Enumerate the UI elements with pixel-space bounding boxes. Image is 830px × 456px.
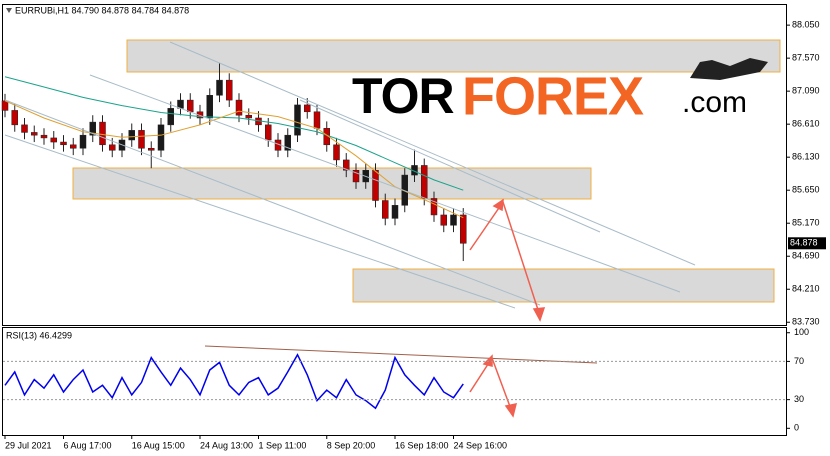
x-tick-label: 6 Aug 17:00 (64, 440, 112, 450)
candle-body (128, 130, 135, 141)
y-tick-label: 87.090 (792, 86, 820, 96)
trendline (169, 41, 696, 266)
chart-title: EURRUBi,H1 84.790 84.878 84.784 84.878 (15, 5, 189, 15)
candle-body (421, 165, 428, 199)
trendline (299, 99, 601, 233)
candle-body (235, 99, 243, 116)
y-tick-label: 87.570 (792, 53, 820, 63)
x-tick-label: 24 Aug 13:00 (200, 440, 253, 450)
candle-body (187, 99, 194, 113)
candle-body (31, 132, 38, 136)
y-tick-label: 88.050 (792, 20, 820, 30)
x-tick-label: 29 Jul 2021 (5, 440, 52, 450)
arrow-head (492, 198, 504, 212)
zones (72, 39, 781, 303)
symbol-icon (6, 8, 12, 13)
arrow-head (532, 307, 546, 322)
x-tick-label: 8 Sep 20:00 (327, 440, 376, 450)
logo-tor: TOR (352, 68, 455, 124)
trendlines (4, 41, 696, 309)
candle-body (11, 110, 18, 126)
y-tick-label: 84.210 (792, 284, 820, 294)
candle-body (372, 170, 379, 201)
candle-body (343, 159, 350, 171)
candle-body (265, 124, 272, 141)
candle-body (89, 121, 96, 136)
rsi-line (4, 353, 464, 410)
candle-body (313, 111, 321, 129)
candle-body (333, 144, 340, 161)
x-tick-label: 24 Sep 16:00 (454, 440, 508, 450)
y-tick-label: 0 (794, 423, 799, 433)
y-tick-label: 70 (794, 356, 804, 366)
candle-body (460, 214, 467, 244)
zone (352, 268, 775, 303)
y-tick-label: 86.130 (792, 152, 820, 162)
y-tick-label: 85.170 (792, 218, 820, 228)
candle-body (352, 170, 360, 183)
logo-bull (690, 58, 768, 80)
candle-body (148, 147, 155, 151)
moving-average (4, 76, 464, 191)
candle-body (216, 79, 223, 96)
x-tick-label: 16 Sep 18:00 (395, 440, 449, 450)
zone (72, 167, 592, 200)
candle-body (50, 137, 57, 143)
trendline (89, 74, 681, 293)
candle-body (440, 214, 447, 226)
x-tick-label: 1 Sep 11:00 (259, 440, 307, 450)
y-tick-label: 86.610 (792, 119, 820, 129)
logo: TOR FOREX .com (352, 58, 768, 126)
y-tick-label: 30 (794, 394, 804, 404)
last-price-box (788, 237, 826, 250)
x-tick-label: 16 Aug 15:00 (132, 440, 185, 450)
candle-body (206, 95, 213, 119)
candle-body (70, 144, 77, 149)
y-tick-label: 85.650 (792, 185, 820, 195)
candle-body (157, 124, 165, 151)
candle-body (304, 104, 311, 113)
rsi-title: RSI(13) 46.4299 (6, 330, 72, 340)
candle-body (391, 205, 399, 219)
candle-body (450, 214, 457, 226)
logo-com: .com (682, 86, 747, 119)
candle-body (60, 141, 67, 146)
candle-body (109, 144, 116, 151)
y-tick-label: 100 (794, 327, 809, 337)
candle-body (430, 198, 438, 216)
zone (126, 39, 781, 73)
candle-body (167, 108, 174, 126)
forecast-arrows (469, 198, 546, 418)
y-tick-label: 83.730 (792, 317, 820, 327)
candle-body (245, 114, 252, 119)
candle-body (226, 79, 233, 101)
main-panel (2, 4, 787, 326)
candle-body (382, 200, 389, 219)
trendline (4, 134, 516, 309)
candle-body (138, 130, 145, 149)
candle-body (99, 121, 106, 146)
candle-body (21, 124, 28, 133)
y-tick-label: 84.690 (792, 251, 820, 261)
trendline (4, 99, 541, 306)
candle-body (284, 134, 291, 151)
candle-body (79, 134, 87, 149)
candle-body (294, 104, 301, 136)
rsi-trendline (204, 345, 598, 364)
candle-body (40, 134, 48, 139)
last-price-label: 84.878 (790, 238, 818, 248)
arrow-head (504, 403, 518, 418)
logo-forex: FOREX (462, 66, 644, 126)
